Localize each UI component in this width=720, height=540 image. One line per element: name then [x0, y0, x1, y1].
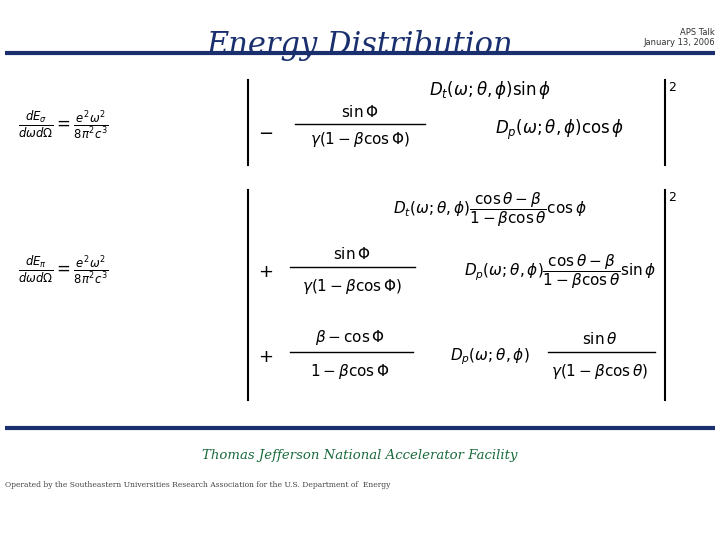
Text: APS Talk
January 13, 2006: APS Talk January 13, 2006	[644, 28, 715, 48]
Text: Energy Distribution: Energy Distribution	[207, 30, 513, 61]
Text: $D_p(\omega;\theta,\phi)\dfrac{\cos\theta-\beta}{1-\beta\cos\theta}\sin\phi$: $D_p(\omega;\theta,\phi)\dfrac{\cos\thet…	[464, 253, 656, 292]
Text: $D_p(\omega;\theta,\phi)$: $D_p(\omega;\theta,\phi)$	[450, 347, 530, 367]
Text: $\gamma(1-\beta\cos\Phi)$: $\gamma(1-\beta\cos\Phi)$	[310, 130, 410, 149]
Text: $\sin\Phi$: $\sin\Phi$	[333, 246, 371, 262]
Text: $\frac{dE_{\sigma}}{d\omega d\Omega} = \frac{e^2\omega^2}{8\pi^2 c^3}$: $\frac{dE_{\sigma}}{d\omega d\Omega} = \…	[18, 109, 109, 141]
Text: $2$: $2$	[668, 81, 677, 94]
Text: $\sin\theta$: $\sin\theta$	[582, 331, 618, 347]
Text: $-$: $-$	[258, 123, 273, 141]
Text: $\frac{dE_{\pi}}{d\omega d\Omega} = \frac{e^2\omega^2}{8\pi^2 c^3}$: $\frac{dE_{\pi}}{d\omega d\Omega} = \fra…	[18, 254, 109, 286]
Text: $\sin\Phi$: $\sin\Phi$	[341, 104, 379, 120]
Text: $\beta-\cos\Phi$: $\beta-\cos\Phi$	[315, 328, 385, 347]
Text: $1-\beta\cos\Phi$: $1-\beta\cos\Phi$	[310, 362, 390, 381]
Text: $\gamma(1-\beta\cos\theta)$: $\gamma(1-\beta\cos\theta)$	[552, 362, 649, 381]
Text: $\gamma(1-\beta\cos\Phi)$: $\gamma(1-\beta\cos\Phi)$	[302, 277, 402, 296]
Text: $+$: $+$	[258, 263, 273, 281]
Text: $D_t(\omega;\theta,\phi)\dfrac{\cos\theta-\beta}{1-\beta\cos\theta}\cos\phi$: $D_t(\omega;\theta,\phi)\dfrac{\cos\thet…	[393, 191, 587, 229]
Text: $D_t(\omega;\theta,\phi)\sin\phi$: $D_t(\omega;\theta,\phi)\sin\phi$	[429, 79, 551, 101]
Text: Operated by the Southeastern Universities Research Association for the U.S. Depa: Operated by the Southeastern Universitie…	[5, 481, 390, 489]
Text: $2$: $2$	[668, 191, 677, 204]
Text: Thomas Jefferson National Accelerator Facility: Thomas Jefferson National Accelerator Fa…	[202, 449, 518, 462]
Text: $+$: $+$	[258, 348, 273, 366]
Text: $D_p(\omega;\theta,\phi)\cos\phi$: $D_p(\omega;\theta,\phi)\cos\phi$	[495, 118, 624, 142]
